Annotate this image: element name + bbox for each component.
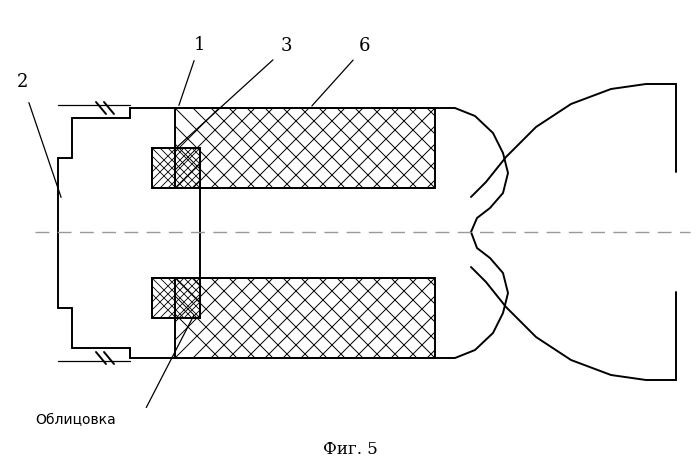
- Text: Фиг. 5: Фиг. 5: [323, 441, 377, 458]
- Text: 1: 1: [194, 36, 206, 54]
- Text: Облицовка: Облицовка: [35, 413, 116, 427]
- Text: 6: 6: [359, 37, 370, 55]
- Text: 2: 2: [16, 73, 28, 91]
- Text: 3: 3: [280, 37, 291, 55]
